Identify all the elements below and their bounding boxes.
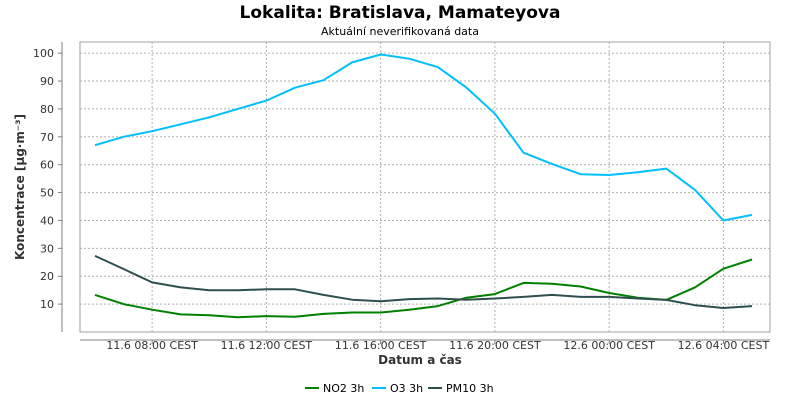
y-tick-label: 90 (40, 75, 54, 88)
series-line-pm10 (94, 254, 753, 309)
chart-subtitle: Aktuální neverifikovaná data (321, 25, 479, 38)
chart-title: Lokalita: Bratislava, Mamateyova (240, 3, 561, 23)
y-axis-label: Koncentrace [µg·m⁻³] (13, 114, 27, 260)
legend-label: O3 3h (390, 382, 423, 395)
legend-item: O3 3h (372, 382, 423, 395)
y-tick-label: 20 (40, 270, 54, 283)
legend-item: PM10 3h (428, 382, 494, 395)
y-tick-label: 10 (40, 298, 54, 311)
y-tick-label: 50 (40, 187, 54, 200)
y-tick-label: 70 (40, 131, 54, 144)
legend-item: NO2 3h (305, 382, 364, 395)
legend: NO2 3h O3 3h PM10 3h (305, 382, 494, 395)
legend-label: NO2 3h (323, 382, 364, 395)
x-tick-label: 11.6 12:00 CEST (221, 339, 313, 352)
legend-label: PM10 3h (446, 382, 494, 395)
x-tick-label: 12.6 00:00 CEST (563, 339, 655, 352)
x-axis-ticks: 11.6 08:00 CEST 11.6 12:00 CEST 11.6 16:00… (106, 339, 769, 352)
grid-lines (80, 42, 770, 332)
x-tick-label: 11.6 08:00 CEST (106, 339, 198, 352)
y-tick-label: 30 (40, 242, 54, 255)
y-axis-ticks: 10 20 30 40 50 60 70 80 90 100 (33, 47, 62, 311)
y-tick-label: 100 (33, 47, 54, 60)
x-tick-label: 11.6 20:00 CEST (449, 339, 541, 352)
y-tick-label: 40 (40, 214, 54, 227)
plot-area (79, 41, 771, 333)
series-lines (94, 53, 753, 319)
y-tick-label: 60 (40, 159, 54, 172)
y-tick-label: 80 (40, 103, 54, 116)
x-tick-label: 11.6 16:00 CEST (335, 339, 427, 352)
x-tick-label: 12.6 04:00 CEST (678, 339, 770, 352)
series-line-o3 (94, 53, 753, 222)
x-axis-label: Datum a čas (378, 353, 462, 367)
